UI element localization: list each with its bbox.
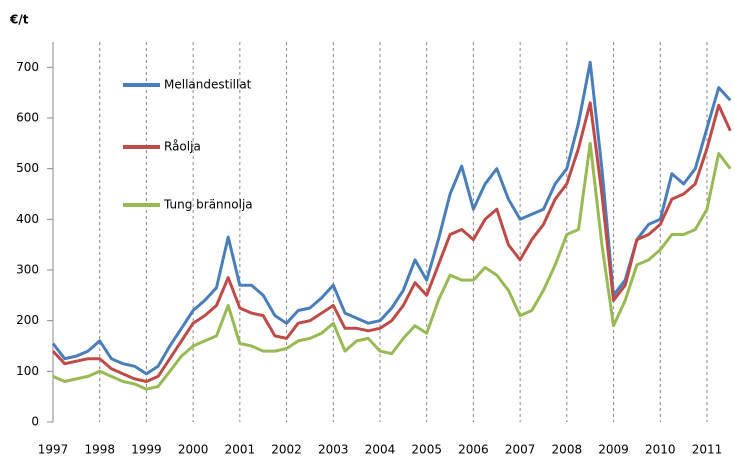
x-tick-label: 1997 [38, 443, 69, 457]
y-tick-label: 100 [16, 364, 39, 378]
x-tick-label: 2002 [271, 443, 302, 457]
legend-label: Tung brännolja [163, 198, 253, 212]
x-tick-label: 2003 [318, 443, 349, 457]
x-tick-label: 2004 [365, 443, 396, 457]
y-axis-label: €/t [9, 13, 29, 27]
x-tick-label: 2001 [225, 443, 256, 457]
y-tick-label: 600 [16, 111, 39, 125]
x-tick-label: 1999 [131, 443, 162, 457]
x-tick-label: 2010 [645, 443, 676, 457]
y-tick-label: 200 [16, 313, 39, 327]
y-tick-label: 300 [16, 263, 39, 277]
x-tick-label: 2005 [411, 443, 442, 457]
x-tick-label: 2011 [692, 443, 723, 457]
x-tick-label: 2000 [178, 443, 209, 457]
series-line [51, 101, 732, 383]
y-tick-label: 400 [16, 212, 39, 226]
series-line [51, 60, 732, 376]
legend-label: Mellandestillat [164, 78, 252, 92]
legend-label: Råolja [164, 140, 201, 154]
x-tick-label: 2006 [458, 443, 489, 457]
series-line [52, 141, 732, 391]
x-tick-label: 1998 [84, 443, 115, 457]
y-tick-label: 700 [16, 60, 39, 74]
y-tick-label: 500 [16, 161, 39, 175]
x-tick-label: 2009 [598, 443, 629, 457]
y-tick-label: 0 [31, 415, 39, 429]
x-tick-label: 2008 [552, 443, 583, 457]
x-tick-label: 2007 [505, 443, 536, 457]
